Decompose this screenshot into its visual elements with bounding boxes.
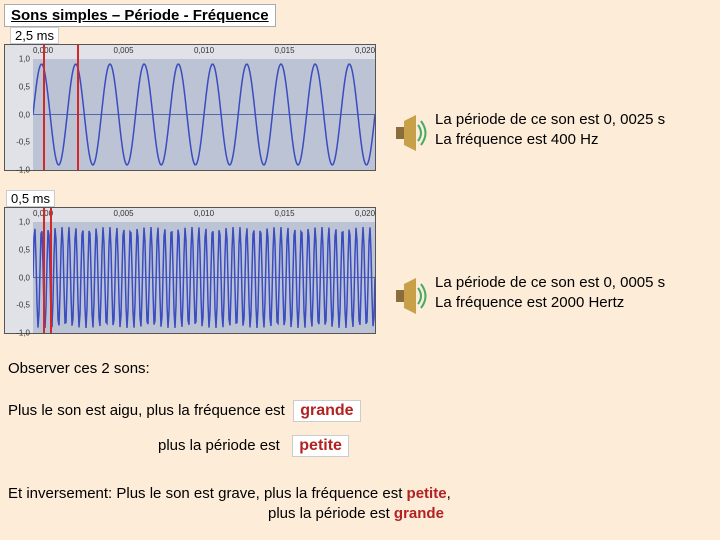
observe-heading: Observer ces 2 sons: [8,360,150,377]
sound-text-1: La période de ce son est 0, 0025 s La fr… [435,110,665,149]
page-title: Sons simples – Période - Fréquence [4,4,276,27]
timebar-2: 0,0000,0050,0100,0150,020 [5,208,375,223]
inverse-line-2: plus la période est grande [268,505,444,522]
waveform-2: 0,0000,0050,0100,0150,020 1,00,50,0-0,5-… [4,207,376,334]
line-aigu: Plus le son est aigu, plus la fréquence … [8,400,361,422]
period-marker-2a [43,208,45,333]
line-periode: plus la période est petite [158,435,349,457]
answer-grande: grande [293,400,360,422]
waveform-1: 0,0000,0050,0100,0150,020 1,00,50,0-0,5-… [4,44,376,171]
answer-petite: petite [292,435,349,457]
period-marker-2b [50,208,52,333]
yaxis-2: 1,00,50,0-0,5-1,0 [5,222,34,333]
period-marker-1b [77,45,79,170]
waveplot-2 [33,222,375,333]
inverse-line-1: Et inversement: Plus le son est grave, p… [8,485,451,502]
period-label-1: 2,5 ms [10,27,59,44]
timebar-1: 0,0000,0050,0100,0150,020 [5,45,375,60]
speaker-icon [390,115,430,151]
period-label-2: 0,5 ms [6,190,55,207]
yaxis-1: 1,00,50,0-0,5-1,0 [5,59,34,170]
period-marker-1a [43,45,45,170]
speaker-icon [390,278,430,314]
waveplot-1 [33,59,375,170]
sound-text-2: La période de ce son est 0, 0005 s La fr… [435,273,665,312]
